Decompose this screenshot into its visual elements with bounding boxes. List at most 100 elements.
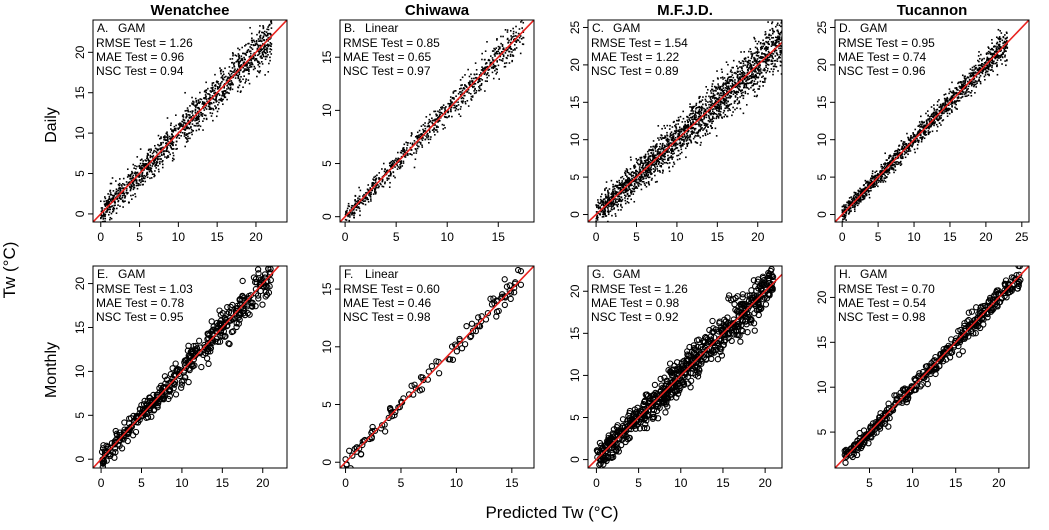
data-point <box>110 192 112 194</box>
data-point <box>722 76 724 78</box>
data-point <box>734 102 736 104</box>
data-point <box>638 178 640 180</box>
data-point <box>239 49 241 51</box>
x-tick-label: 15 <box>711 230 725 244</box>
data-point <box>421 125 423 127</box>
data-point <box>455 110 457 112</box>
data-point <box>476 69 478 71</box>
data-point <box>109 219 111 221</box>
data-point <box>637 183 639 185</box>
data-point <box>727 64 729 66</box>
data-point <box>601 223 603 225</box>
data-point <box>765 31 767 33</box>
data-point <box>469 76 471 78</box>
data-point <box>772 71 774 73</box>
panel-label: C. <box>592 21 604 35</box>
data-point <box>625 200 627 202</box>
data-point <box>749 60 751 62</box>
data-point <box>997 74 999 76</box>
data-point <box>703 118 705 120</box>
data-point <box>357 207 359 209</box>
data-point <box>193 104 195 106</box>
data-point <box>778 41 780 43</box>
data-point <box>114 208 116 210</box>
panel-title: M.F.J.D. <box>657 2 713 19</box>
data-point <box>772 21 774 23</box>
data-point <box>238 76 240 78</box>
data-point <box>185 117 187 119</box>
data-point <box>771 45 773 47</box>
data-point <box>934 109 936 111</box>
data-point <box>171 134 173 136</box>
data-point <box>184 146 186 148</box>
data-point <box>726 100 728 102</box>
data-point <box>617 187 619 189</box>
data-point <box>514 44 516 46</box>
data-point <box>428 126 430 128</box>
data-point <box>510 35 512 37</box>
data-point <box>754 91 756 93</box>
data-point <box>758 67 760 69</box>
data-point <box>422 139 424 141</box>
y-tick-label: 20 <box>568 58 582 72</box>
data-point <box>723 116 725 118</box>
data-point <box>404 150 406 152</box>
data-point <box>112 177 114 179</box>
data-point <box>214 90 216 92</box>
data-point <box>136 172 138 174</box>
data-point <box>397 159 399 161</box>
data-point <box>962 74 964 76</box>
data-point <box>777 23 779 25</box>
data-point <box>611 204 613 206</box>
data-point <box>262 25 264 27</box>
data-point <box>257 54 259 56</box>
data-point <box>689 103 691 105</box>
data-point <box>749 75 751 77</box>
data-point <box>505 66 507 68</box>
data-point <box>212 87 214 89</box>
data-point <box>492 65 494 67</box>
x-tick-label: 10 <box>670 230 684 244</box>
data-point <box>662 170 664 172</box>
data-point <box>174 128 176 130</box>
data-point <box>455 90 457 92</box>
data-point <box>214 105 216 107</box>
data-point <box>512 49 514 51</box>
data-point <box>359 208 361 210</box>
data-point <box>106 210 108 212</box>
data-point <box>766 46 768 48</box>
stat-line: MAE Test = 0.65 <box>343 50 431 64</box>
data-point <box>417 132 419 134</box>
data-point <box>267 26 269 28</box>
data-point <box>709 132 711 134</box>
data-point <box>191 102 193 104</box>
data-point <box>170 128 172 130</box>
data-point <box>748 51 750 53</box>
data-point <box>733 93 735 95</box>
data-point <box>702 135 704 137</box>
data-point <box>713 80 715 82</box>
data-point <box>609 197 611 199</box>
data-point <box>652 148 654 150</box>
data-point <box>774 43 776 45</box>
data-point <box>463 98 465 100</box>
data-point <box>761 46 763 48</box>
data-point <box>174 126 176 128</box>
data-point <box>648 153 650 155</box>
data-point <box>646 186 648 188</box>
data-point <box>198 99 200 101</box>
data-point <box>122 197 124 199</box>
data-point <box>669 170 671 172</box>
data-point <box>468 82 470 84</box>
data-point <box>189 138 191 140</box>
data-point <box>761 76 763 78</box>
data-point <box>648 184 650 186</box>
data-point <box>251 62 253 64</box>
data-point <box>266 31 268 33</box>
data-point <box>748 78 750 80</box>
data-point <box>159 163 161 165</box>
data-point <box>436 127 438 129</box>
data-point <box>650 165 652 167</box>
data-point <box>748 82 750 84</box>
